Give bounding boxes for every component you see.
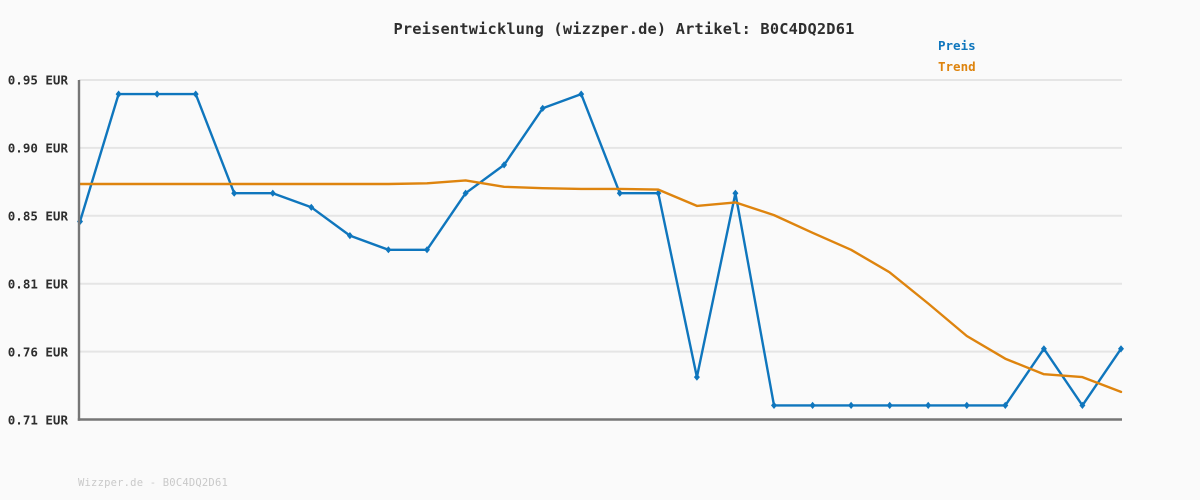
data-point-marker: [192, 90, 199, 98]
data-point-marker: [462, 189, 469, 197]
data-point-marker: [269, 189, 276, 197]
data-point-marker: [771, 401, 777, 409]
data-point-marker: [385, 246, 392, 254]
data-point-marker: [732, 189, 739, 197]
data-point-marker: [346, 232, 353, 240]
data-point-marker: [848, 401, 855, 409]
data-point-marker: [424, 246, 430, 254]
data-point-marker: [115, 90, 122, 98]
data-point-marker: [539, 104, 546, 112]
data-point-marker: [886, 401, 893, 409]
data-point-marker: [1002, 401, 1009, 409]
data-point-marker: [308, 203, 315, 211]
data-point-marker: [809, 401, 816, 409]
data-point-marker: [1040, 345, 1047, 353]
footer-watermark: Wizzper.de - B0C4DQ2D61: [78, 477, 228, 489]
y-tick-label: 0.95 EUR: [7, 72, 68, 88]
data-point-marker: [925, 401, 932, 409]
data-point-marker: [1079, 401, 1086, 409]
data-point-marker: [154, 90, 161, 98]
legend-item-preis: Preis: [938, 38, 976, 53]
y-tick-label: 0.85 EUR: [7, 208, 68, 224]
y-tick-label: 0.76 EUR: [7, 344, 68, 360]
series-line-trend: [78, 179, 1123, 394]
chart-legend: Preis Trend: [938, 38, 976, 74]
y-tick-label: 0.81 EUR: [7, 276, 68, 292]
data-point-marker: [501, 161, 508, 169]
chart-title: Preisentwicklung (wizzper.de) Artikel: B…: [393, 20, 855, 38]
data-point-marker: [1118, 345, 1124, 353]
series-line-preis: [78, 92, 1123, 407]
data-point-marker: [693, 373, 700, 381]
y-tick-label: 0.71 EUR: [7, 412, 68, 427]
data-point-marker: [616, 189, 623, 197]
data-point-marker: [231, 189, 238, 197]
y-tick-label: 0.90 EUR: [7, 140, 68, 156]
data-point-marker: [963, 401, 970, 409]
data-point-marker: [578, 90, 585, 98]
legend-item-trend: Trend: [938, 59, 976, 74]
